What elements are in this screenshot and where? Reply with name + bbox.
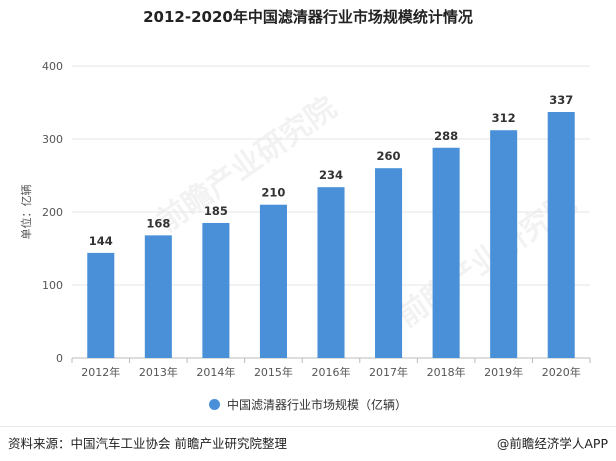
bar	[317, 187, 345, 358]
footer-divider	[0, 426, 616, 427]
data-label: 234	[319, 168, 343, 182]
x-tick-label: 2018年	[427, 365, 466, 379]
y-axis-label: 单位：亿辆	[19, 185, 33, 240]
y-tick-label: 0	[56, 352, 63, 365]
bar	[375, 168, 403, 358]
footer: 资料来源：中国汽车工业协会 前瞻产业研究院整理 @前瞻经济学人APP	[0, 424, 616, 461]
x-tick-label: 2015年	[254, 365, 293, 379]
data-label: 144	[89, 234, 113, 248]
bar	[259, 204, 287, 358]
bar	[432, 147, 460, 358]
x-tick-label: 2014年	[196, 365, 235, 379]
data-label: 288	[434, 129, 458, 143]
brand-credit: @前瞻经济学人APP	[496, 436, 608, 451]
source-note: 资料来源：中国汽车工业协会 前瞻产业研究院整理	[8, 436, 287, 451]
x-tick-label: 2013年	[139, 365, 178, 379]
y-tick-label: 400	[42, 60, 63, 73]
legend-label: 中国滤清器行业市场规模（亿辆）	[226, 398, 407, 412]
bar	[547, 111, 575, 359]
y-tick-label: 200	[42, 206, 63, 219]
x-tick-label: 2019年	[484, 365, 523, 379]
data-label: 168	[146, 216, 170, 230]
data-label: 260	[377, 149, 401, 163]
bar	[202, 222, 230, 358]
bar	[87, 252, 115, 358]
data-label: 337	[549, 93, 573, 107]
bar	[144, 235, 172, 358]
x-tick-label: 2017年	[369, 365, 408, 379]
bar-chart: 0 100 200 300 400 单位：亿辆 144 2012年 168 2013年 185 201…	[19, 60, 591, 379]
x-tick-label: 2020年	[542, 365, 581, 379]
legend-marker	[208, 399, 220, 410]
y-tick-label: 300	[42, 133, 63, 146]
data-label: 312	[492, 111, 516, 125]
data-label: 210	[261, 186, 285, 200]
legend: 中国滤清器行业市场规模（亿辆）	[0, 396, 616, 413]
x-tick-label: 2016年	[312, 365, 351, 379]
chart-title: 2012-2020年中国滤清器行业市场规模统计情况	[143, 8, 473, 26]
data-label: 185	[204, 204, 228, 218]
y-tick-label: 100	[42, 279, 63, 292]
bar	[490, 130, 518, 358]
x-tick-label: 2012年	[81, 365, 120, 379]
